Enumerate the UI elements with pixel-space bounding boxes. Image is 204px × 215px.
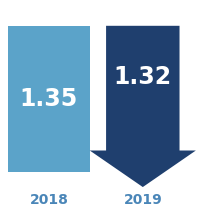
- Text: 1.32: 1.32: [114, 65, 172, 89]
- Text: 1.35: 1.35: [20, 87, 78, 111]
- Text: 2019: 2019: [123, 193, 162, 207]
- Bar: [8, 26, 90, 172]
- Text: 2018: 2018: [30, 193, 68, 207]
- Polygon shape: [90, 26, 196, 187]
